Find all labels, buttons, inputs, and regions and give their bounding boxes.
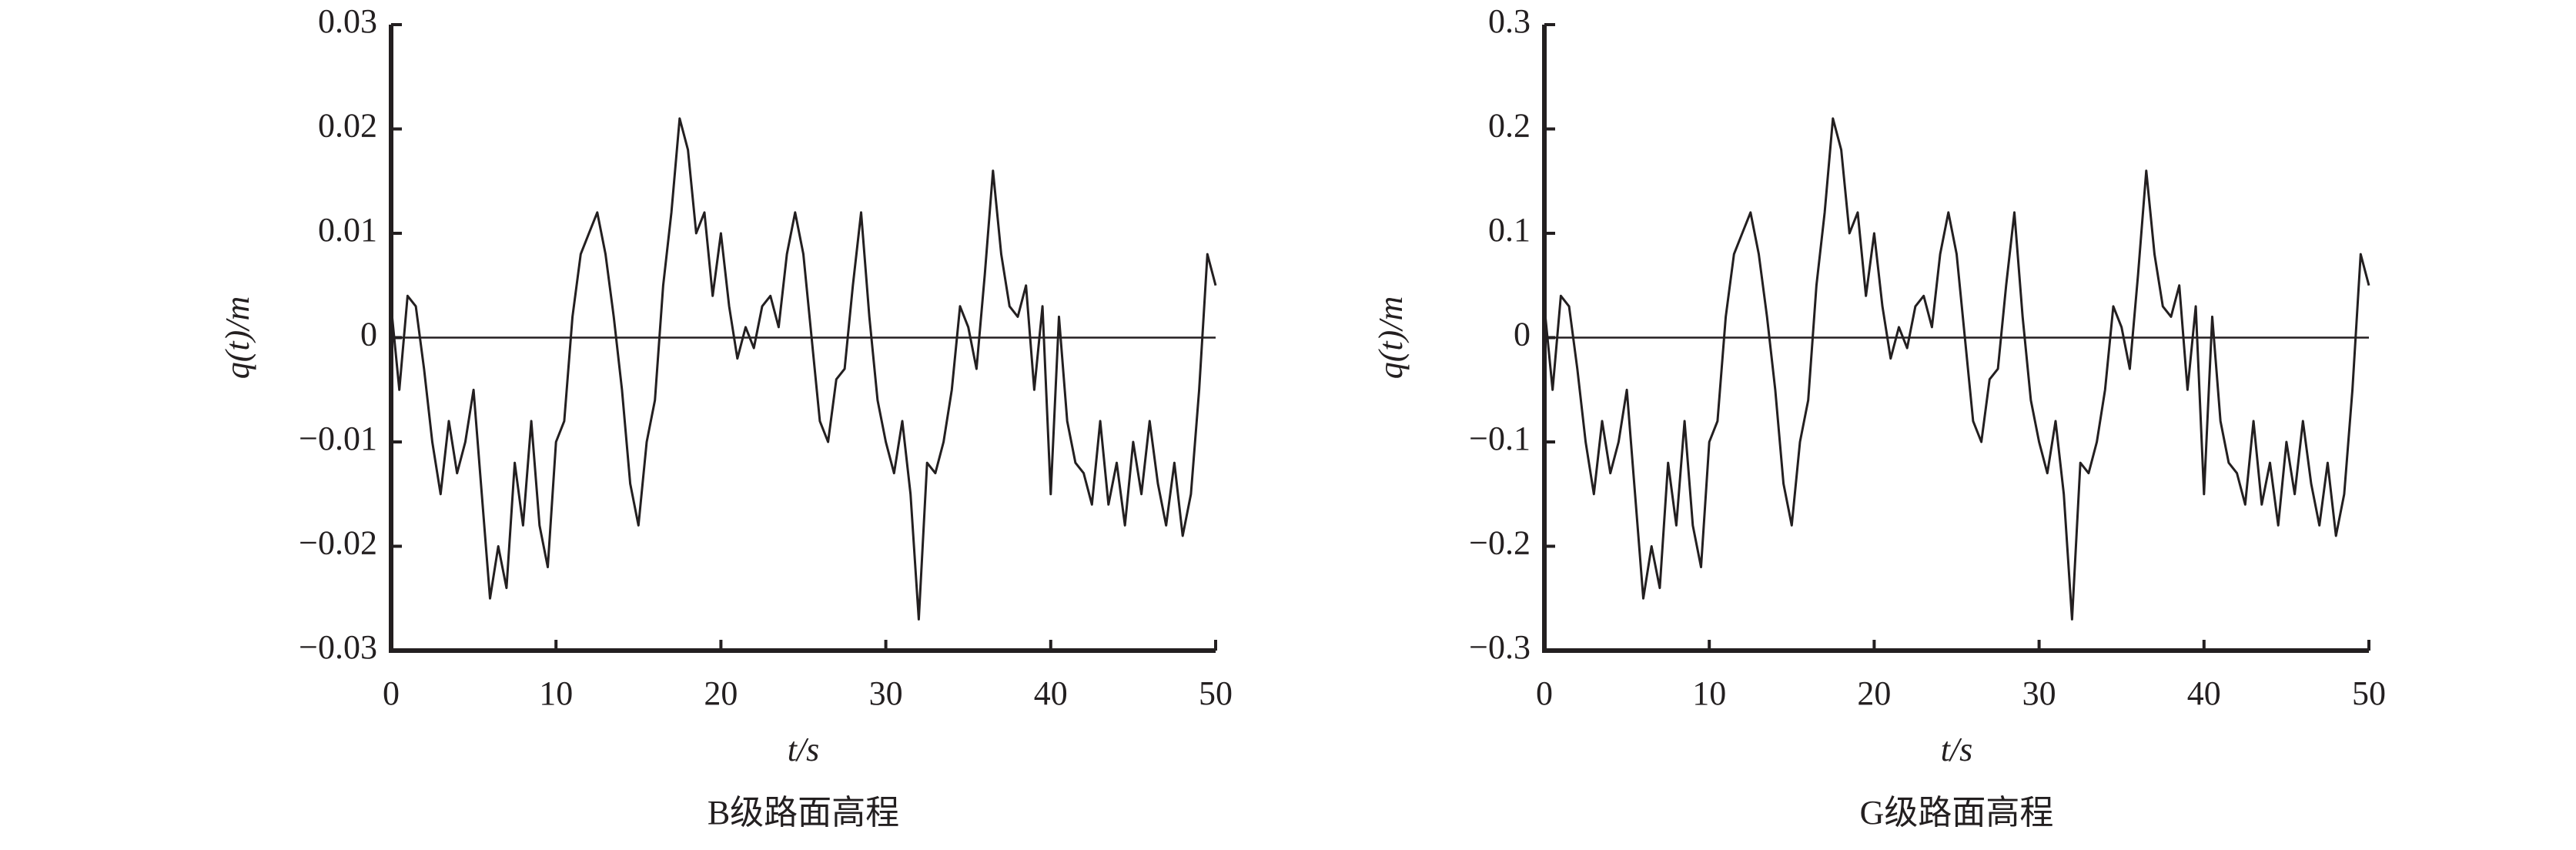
- y-tick-label: −0.02: [299, 524, 377, 562]
- x-tick-label: 50: [2352, 674, 2386, 712]
- x-axis-label: t/s: [788, 731, 820, 768]
- x-tick-label: 20: [704, 674, 738, 712]
- y-tick-label: 0: [360, 316, 377, 353]
- x-tick-label: 0: [1536, 674, 1553, 712]
- signal-line: [1543, 117, 2370, 621]
- y-tick-label: 0.2: [1488, 107, 1531, 145]
- x-tick-label: 40: [2187, 674, 2221, 712]
- x-axis-label: t/s: [1941, 731, 1973, 768]
- subplot-caption: G级路面高程: [1860, 794, 2054, 832]
- x-tick-label: 20: [1857, 674, 1891, 712]
- x-tick-label: 30: [869, 674, 903, 712]
- y-tick-label: −0.1: [1469, 420, 1531, 457]
- x-tick-label: 40: [1034, 674, 1068, 712]
- y-tick-label: 0.02: [318, 107, 377, 145]
- y-axis-label: q(t)/m: [219, 296, 256, 380]
- y-tick-label: 0: [1514, 316, 1531, 353]
- x-tick-label: 10: [1692, 674, 1726, 712]
- y-tick-label: −0.01: [299, 420, 377, 457]
- y-tick-label: −0.3: [1469, 628, 1531, 666]
- y-tick-label: −0.2: [1469, 524, 1531, 562]
- x-tick-label: 0: [383, 674, 400, 712]
- subplot-caption: B级路面高程: [708, 794, 899, 832]
- x-tick-label: 50: [1199, 674, 1233, 712]
- x-tick-label: 10: [539, 674, 573, 712]
- signal-line: [390, 117, 1217, 621]
- y-tick-label: −0.03: [299, 628, 377, 666]
- x-tick-label: 30: [2022, 674, 2056, 712]
- y-axis-label: q(t)/m: [1372, 296, 1410, 380]
- y-tick-label: 0.1: [1488, 211, 1531, 249]
- y-tick-label: 0.3: [1488, 2, 1531, 40]
- y-tick-label: 0.03: [318, 2, 377, 40]
- y-tick-label: 0.01: [318, 211, 377, 249]
